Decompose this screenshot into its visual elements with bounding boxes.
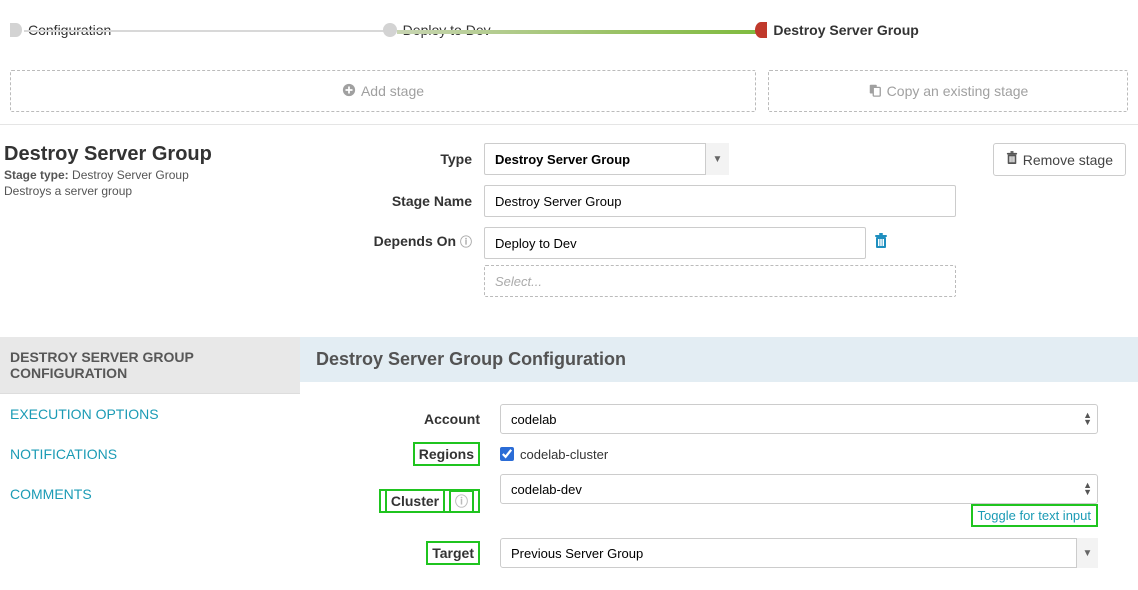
pipeline-stage[interactable]: Deploy to Dev xyxy=(383,22,756,38)
trash-icon[interactable] xyxy=(874,233,888,253)
updown-icon: ▲▼ xyxy=(1083,482,1092,496)
regions-checkbox[interactable] xyxy=(500,447,514,461)
stage-description: Destroys a server group xyxy=(4,184,344,198)
stage-type-label: Stage type: xyxy=(4,168,69,182)
cluster-label: Cluster ⓘ xyxy=(340,491,500,510)
trash-icon xyxy=(1006,151,1018,168)
account-value[interactable] xyxy=(500,404,1098,434)
updown-icon: ▲▼ xyxy=(1083,412,1092,426)
stage-marker-icon xyxy=(383,23,397,37)
copy-stage-label: Copy an existing stage xyxy=(887,83,1029,99)
stage-connector xyxy=(24,30,385,32)
sidebar-item-label: Comments xyxy=(10,486,92,502)
sidebar-item-notifications[interactable]: Notifications xyxy=(0,434,300,474)
pipeline-stages: Configuration Deploy to Dev Destroy Serv… xyxy=(10,10,1128,50)
copy-stage-button[interactable]: Copy an existing stage xyxy=(768,70,1128,112)
sidebar-item-comments[interactable]: Comments xyxy=(0,474,300,514)
target-value[interactable] xyxy=(500,538,1098,568)
stage-name-label: Stage Name xyxy=(364,193,484,209)
depends-on-value[interactable] xyxy=(484,227,866,259)
chevron-down-icon: ▼ xyxy=(1076,538,1098,568)
stage-connector xyxy=(397,30,758,34)
target-label: Target xyxy=(340,545,500,561)
sidebar-item-label: Destroy Server Group Configuration xyxy=(10,349,194,381)
account-label: Account xyxy=(340,411,500,427)
cluster-value[interactable] xyxy=(500,474,1098,504)
depends-on-label: Depends On ⓘ xyxy=(364,227,484,250)
regions-label: Regions xyxy=(340,446,500,462)
chevron-down-icon: ▼ xyxy=(705,143,729,175)
sidebar-item-label: Execution Options xyxy=(10,406,159,422)
stage-marker-icon xyxy=(755,22,767,38)
help-icon[interactable]: ⓘ xyxy=(460,235,472,249)
type-select-value[interactable] xyxy=(484,143,729,175)
help-icon[interactable]: ⓘ xyxy=(449,490,474,513)
cluster-select[interactable]: ▲▼ Toggle for text input xyxy=(500,474,1098,504)
stage-title: Destroy Server Group xyxy=(4,143,344,166)
stage-type-value: Destroy Server Group xyxy=(72,168,189,182)
config-panel-title: Destroy Server Group Configuration xyxy=(300,337,1138,382)
add-stage-button[interactable]: Add stage xyxy=(10,70,756,112)
regions-checkbox-label: codelab-cluster xyxy=(520,447,608,462)
stage-name-input[interactable] xyxy=(484,185,956,217)
stage-label: Destroy Server Group xyxy=(773,22,919,38)
type-label: Type xyxy=(364,151,484,167)
type-select[interactable]: ▼ xyxy=(484,143,729,175)
target-select[interactable]: ▼ xyxy=(500,538,1098,568)
pipeline-stage[interactable]: Destroy Server Group xyxy=(755,22,1128,38)
account-select[interactable]: ▲▼ xyxy=(500,404,1098,434)
plus-icon xyxy=(342,83,356,100)
depends-on-add-select[interactable]: Select... xyxy=(484,265,956,297)
remove-stage-button[interactable]: Remove stage xyxy=(993,143,1126,176)
stage-type-line: Stage type: Destroy Server Group xyxy=(4,168,344,182)
pipeline-stage[interactable]: Configuration xyxy=(10,22,383,38)
remove-stage-label: Remove stage xyxy=(1023,152,1113,168)
copy-icon xyxy=(868,83,882,100)
config-sidebar: Destroy Server Group Configuration Execu… xyxy=(0,337,300,590)
sidebar-item-configuration[interactable]: Destroy Server Group Configuration xyxy=(0,337,300,394)
stage-marker-icon xyxy=(10,23,22,37)
sidebar-item-execution-options[interactable]: Execution Options xyxy=(0,394,300,434)
sidebar-item-label: Notifications xyxy=(10,446,117,462)
toggle-text-input-link[interactable]: Toggle for text input xyxy=(971,504,1098,527)
add-stage-label: Add stage xyxy=(361,83,424,99)
